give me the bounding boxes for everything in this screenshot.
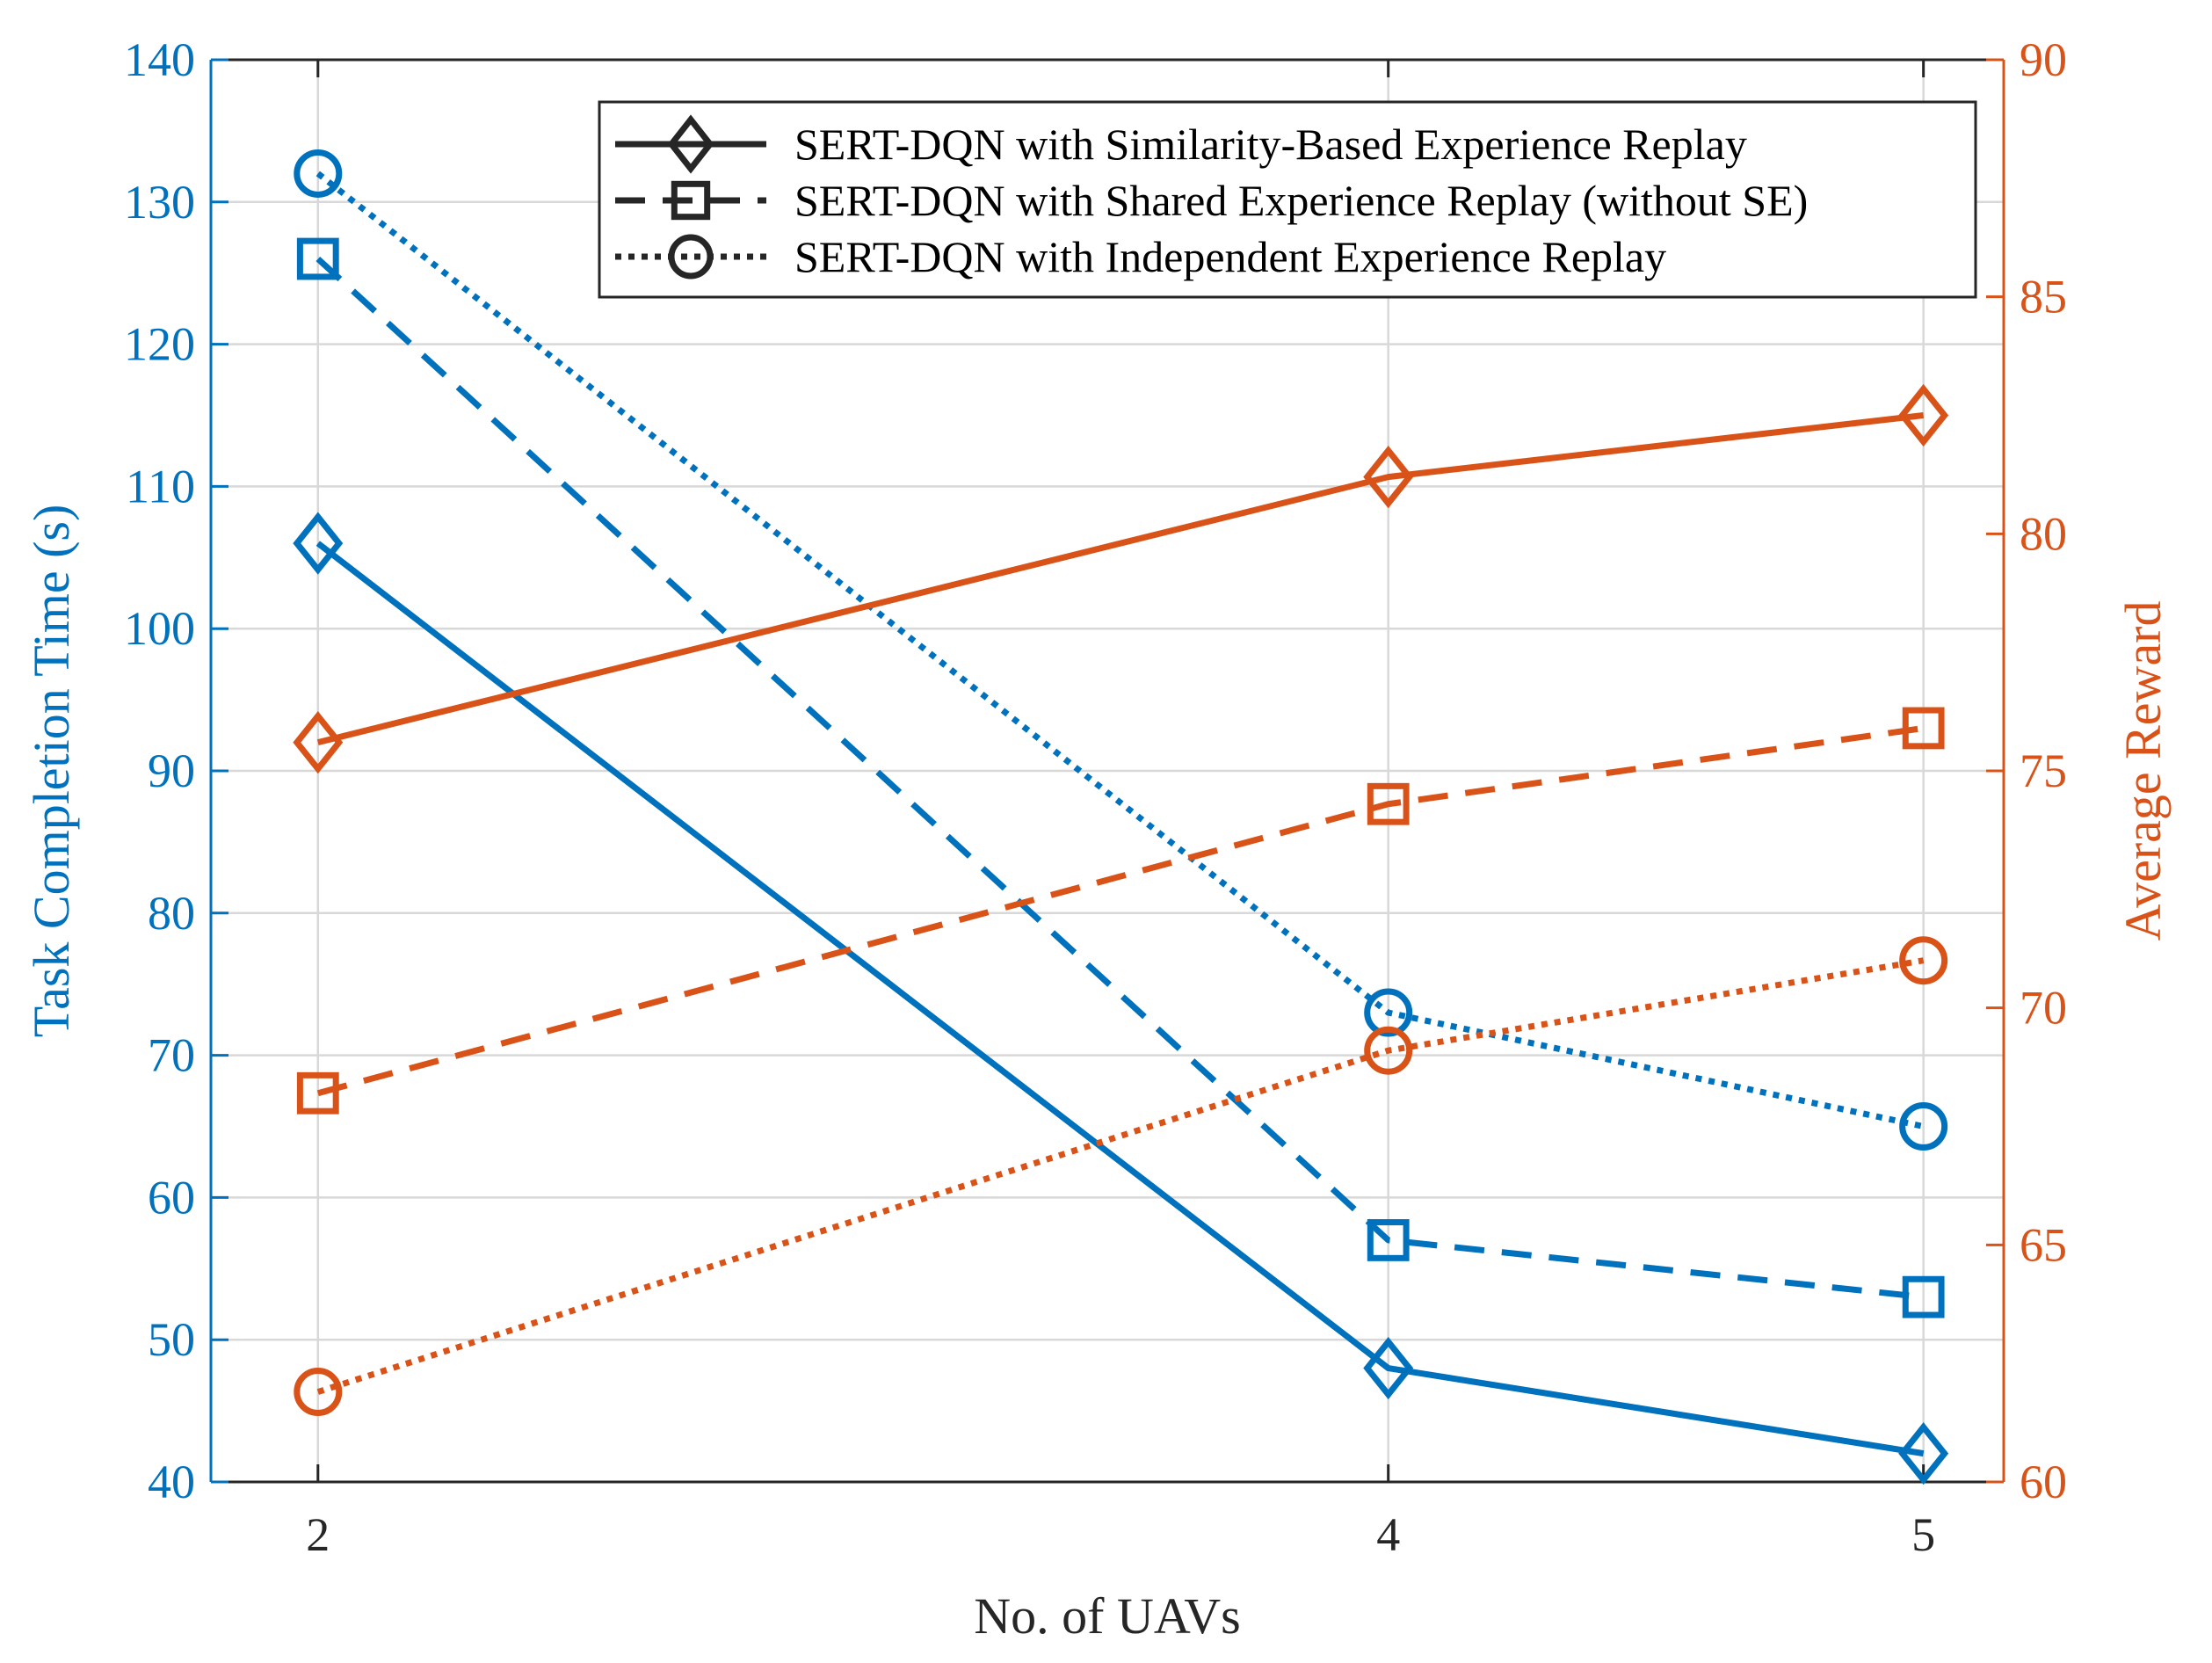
data-point-left-diamond xyxy=(1363,1336,1414,1400)
data-point-left-diamond xyxy=(1898,1422,1949,1485)
left-y-tick-label: 140 xyxy=(124,33,195,86)
data-point-left-square xyxy=(1902,1275,1945,1318)
left-y-tick-label: 70 xyxy=(148,1029,195,1082)
series-lines xyxy=(315,171,1925,1457)
series-line-left-circle xyxy=(315,171,1925,1129)
data-point-left-circle xyxy=(1899,1102,1948,1151)
left-y-tick-label: 90 xyxy=(148,744,195,797)
data-point-left-circle xyxy=(1364,988,1413,1037)
series-markers xyxy=(293,149,1949,1485)
x-tick-label: 2 xyxy=(306,1508,330,1561)
data-point-right-circle xyxy=(294,1368,343,1417)
left-y-tick-label: 100 xyxy=(124,602,195,655)
left-y-tick-label: 80 xyxy=(148,887,195,940)
series-line-right-diamond xyxy=(316,412,1925,746)
left-y-tick-label: 110 xyxy=(126,460,195,512)
data-point-right-diamond xyxy=(293,711,344,774)
right-y-tick-label: 75 xyxy=(2020,744,2067,797)
series-line-left-diamond xyxy=(315,541,1925,1457)
right-y-tick-label: 80 xyxy=(2020,507,2067,560)
data-point-right-square xyxy=(1902,707,1945,750)
legend-label: SERT-DQN with Similarity-Based Experienc… xyxy=(794,120,1747,169)
data-point-right-square xyxy=(296,1071,339,1115)
x-tick-label: 4 xyxy=(1376,1508,1400,1561)
right-y-tick-label: 90 xyxy=(2020,33,2067,86)
data-point-left-square xyxy=(1367,1219,1410,1261)
axes: 40 50 60 70 80 90 100 110 120 130 140 60 65 70 75 80 85 9… xyxy=(124,33,2067,1561)
legend: SERT-DQN with Similarity-Based Experienc… xyxy=(598,100,1977,299)
right-y-tick-label: 85 xyxy=(2020,271,2067,323)
left-y-tick-label: 40 xyxy=(148,1456,195,1508)
legend-label: SERT-DQN with Shared Experience Replay (… xyxy=(794,176,1808,225)
left-y-tick-label: 120 xyxy=(124,318,195,371)
right-y-axis-label: Average Reward xyxy=(2114,601,2172,941)
data-point-left-circle xyxy=(294,149,343,198)
x-tick-label: 5 xyxy=(1911,1508,1935,1561)
series-line-right-circle xyxy=(316,957,1925,1395)
data-point-right-circle xyxy=(1899,936,1948,985)
right-y-tick-label: 65 xyxy=(2020,1218,2067,1271)
legend-marker-square xyxy=(671,180,711,221)
legend-marker-circle xyxy=(668,234,714,280)
left-y-tick-label: 130 xyxy=(124,176,195,229)
data-point-right-square xyxy=(1367,782,1410,825)
series-line-left-square xyxy=(315,256,1925,1301)
legend-box xyxy=(598,100,1977,299)
right-y-tick-label: 70 xyxy=(2020,982,2067,1035)
legend-label: SERT-DQN with Independent Experience Rep… xyxy=(794,232,1666,281)
data-point-right-circle xyxy=(1364,1026,1413,1075)
data-point-right-diamond xyxy=(1898,383,1949,447)
right-y-tick-label: 60 xyxy=(2020,1456,2067,1508)
data-point-left-diamond xyxy=(293,512,344,575)
data-point-left-square xyxy=(296,237,339,280)
data-point-right-diamond xyxy=(1363,446,1414,509)
x-axis-label: No. of UAVs xyxy=(974,1587,1240,1645)
left-y-tick-label: 60 xyxy=(148,1171,195,1224)
left-y-tick-label: 50 xyxy=(148,1313,195,1366)
legend-marker-diamond xyxy=(667,114,714,174)
left-y-axis-label: Task Completion Time (s) xyxy=(23,505,80,1038)
series-line-right-square xyxy=(316,724,1925,1097)
